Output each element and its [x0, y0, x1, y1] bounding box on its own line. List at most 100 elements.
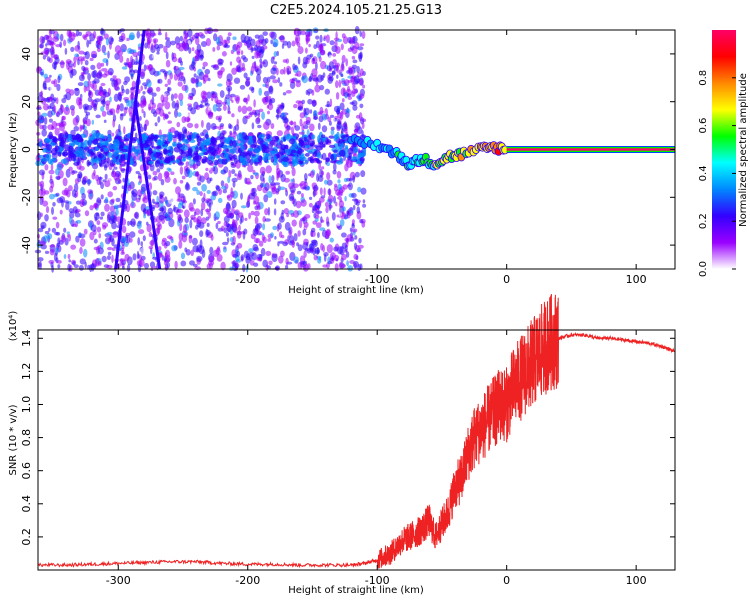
spectrogram-speckle — [157, 102, 163, 111]
spectrogram-speckle — [228, 123, 232, 129]
spectrogram-speckle — [195, 171, 200, 177]
spectrogram-speckle — [77, 40, 80, 50]
spectrogram-band-speckle — [260, 143, 267, 148]
spectrogram-speckle — [238, 212, 244, 219]
spectrogram-speckle — [335, 46, 341, 54]
spectrogram-speckle — [307, 31, 310, 36]
spectrogram-speckle — [223, 215, 230, 223]
spectrogram-speckle — [184, 217, 189, 224]
spectrogram-speckle — [133, 61, 139, 65]
spectrogram-speckle — [82, 119, 87, 124]
spectrogram-speckle — [289, 78, 295, 84]
spectrogram-speckle — [109, 108, 113, 114]
spectrogram-speckle — [65, 222, 70, 230]
spectrogram-speckle — [286, 41, 292, 49]
spectrogram-speckle — [351, 91, 356, 97]
spectrogram-speckle — [37, 119, 44, 123]
spectrogram-speckle — [258, 240, 264, 247]
spectrogram-speckle — [271, 187, 276, 193]
spectrogram-speckle — [52, 216, 58, 220]
spectrogram-speckle — [328, 202, 332, 211]
spectrogram-speckle — [72, 261, 76, 266]
spectrogram-speckle — [210, 123, 217, 130]
spectrogram-speckle — [293, 103, 298, 109]
spectrogram-band-speckle — [232, 154, 237, 160]
spectrogram-speckle — [332, 169, 337, 175]
spectrogram-speckle — [208, 255, 215, 263]
spectrogram-speckle — [299, 30, 307, 36]
spectrogram-speckle — [226, 73, 233, 82]
spectrogram-speckle — [297, 56, 301, 65]
spectrogram-speckle — [290, 213, 295, 217]
spectrogram-speckle — [201, 201, 206, 211]
spectrogram-speckle — [331, 211, 336, 221]
spectrogram-speckle — [358, 112, 363, 121]
spectrogram-band-speckle — [162, 147, 168, 155]
spectrogram-band-speckle — [265, 133, 271, 140]
spectrogram-speckle — [49, 244, 55, 248]
spectrogram-speckle — [219, 123, 225, 128]
spectrogram-speckle — [279, 231, 283, 238]
spectrogram-speckle — [119, 103, 124, 112]
spectrogram-band-speckle — [248, 135, 253, 142]
spectrogram-speckle — [291, 40, 296, 47]
spectrogram-speckle — [296, 190, 302, 195]
spectrogram-speckle — [123, 241, 129, 247]
spectrogram-speckle — [68, 259, 71, 263]
spectrogram-speckle — [170, 171, 175, 175]
spectrogram-speckle — [275, 167, 281, 176]
spectrogram-speckle — [236, 118, 239, 127]
spectrogram-speckle — [263, 121, 270, 130]
spectrogram-speckle — [147, 39, 151, 49]
spectrogram-speckle — [69, 89, 75, 96]
x-tick-label: 0 — [503, 574, 510, 587]
spectrogram-speckle — [177, 192, 181, 202]
spectrogram-speckle — [334, 263, 339, 272]
spectrogram-speckle — [147, 87, 153, 93]
spectrogram-speckle — [111, 61, 114, 70]
spectrogram-speckle — [270, 39, 274, 45]
spectrogram-speckle — [311, 99, 317, 108]
spectrogram-speckle — [357, 52, 363, 60]
spectrogram-speckle — [248, 248, 254, 253]
spectrogram-speckle — [63, 39, 67, 47]
spectrogram-speckle — [338, 261, 343, 269]
spectrogram-speckle — [362, 199, 366, 204]
spectrogram-speckle — [138, 194, 141, 200]
spectrogram-band-speckle — [222, 144, 229, 150]
spectrogram-speckle — [113, 166, 118, 170]
spectrogram-speckle — [174, 255, 182, 262]
spectrogram-speckle — [359, 263, 363, 271]
spectrogram-speckle — [357, 186, 362, 193]
spectrogram-speckle — [302, 56, 308, 65]
spectrogram-band-speckle — [221, 158, 228, 165]
spectrogram-speckle — [309, 170, 315, 178]
spectrogram-speckle — [276, 67, 279, 76]
spectrogram-speckle — [256, 253, 263, 260]
spectrogram-band-speckle — [204, 142, 211, 146]
spectrogram-band-speckle — [307, 157, 313, 161]
spectrogram-band-speckle — [64, 144, 71, 152]
spectrogram-speckle — [189, 64, 195, 71]
spectrogram-speckle — [105, 100, 111, 106]
spectrogram-band-speckle — [156, 145, 162, 149]
spectrogram-band-speckle — [325, 157, 330, 163]
spectrogram-speckle — [209, 246, 214, 255]
spectrogram-speckle — [331, 93, 336, 101]
spectrogram-band-speckle — [181, 144, 188, 151]
spectrogram-speckle — [99, 86, 103, 92]
spectrogram-speckle — [68, 37, 74, 43]
spectrogram-speckle — [270, 123, 275, 129]
spectrogram-speckle — [299, 118, 303, 127]
spectrogram-speckle — [157, 79, 161, 84]
spectrogram-speckle — [305, 159, 310, 163]
spectrogram-speckle — [240, 192, 243, 200]
spectrogram-speckle — [232, 260, 237, 267]
spectrogram-speckle — [57, 237, 61, 245]
spectrogram-speckle — [212, 104, 218, 112]
spectrogram-speckle — [202, 66, 206, 70]
spectrogram-speckle — [359, 219, 364, 224]
spectrogram-speckle — [271, 253, 278, 263]
spectrogram-speckle — [288, 229, 292, 238]
spectrogram-speckle — [247, 164, 254, 173]
